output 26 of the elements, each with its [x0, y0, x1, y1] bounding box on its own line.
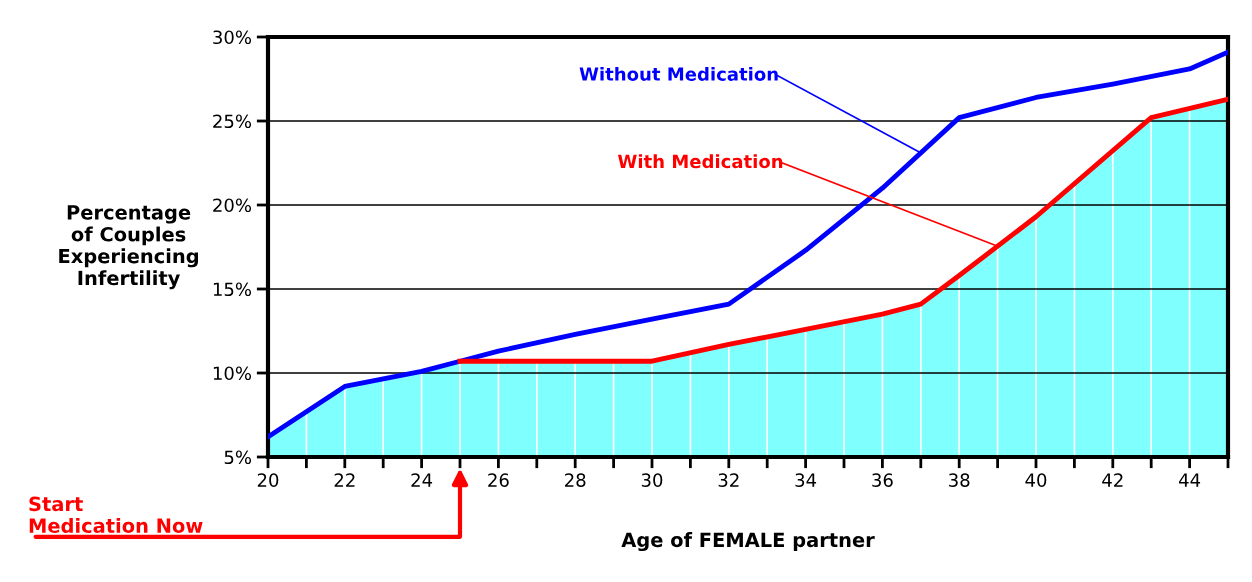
x-tick-label: 36	[872, 473, 893, 487]
line-series	[268, 49, 1228, 440]
x-tick-label: 30	[641, 473, 663, 487]
y-tick-label: 20%	[213, 198, 252, 213]
x-tick-label: 38	[949, 473, 970, 487]
x-axis-title: Age of FEMALE partner	[621, 532, 875, 552]
x-tick-label: 24	[411, 473, 433, 487]
y-tick-label: 10%	[213, 366, 252, 381]
x-tick-label: 20	[257, 473, 279, 487]
x-tick-label: 26	[488, 473, 509, 487]
text: With Medication	[617, 154, 783, 169]
y-tick-label: 25%	[213, 114, 252, 129]
x-tick-label: 40	[1025, 473, 1047, 487]
y-tick-label: 5%	[224, 450, 252, 465]
x-tick-label: 42	[1102, 473, 1123, 487]
x-tick-label: 34	[795, 473, 817, 487]
y-tick-label: 15%	[213, 282, 252, 297]
text: Start Medication Now	[29, 496, 203, 534]
line-series	[457, 96, 1228, 364]
x-tick-label: 28	[565, 473, 586, 487]
y-axis-title: Percentage of Couples Experiencing Infertility	[59, 205, 199, 290]
text: Without Medication	[579, 66, 778, 81]
x-tick-label: 22	[334, 473, 355, 487]
x-tick-label: 32	[718, 473, 739, 487]
x-tick-label: 44	[1179, 473, 1201, 487]
y-tick-label: 30%	[213, 30, 252, 45]
